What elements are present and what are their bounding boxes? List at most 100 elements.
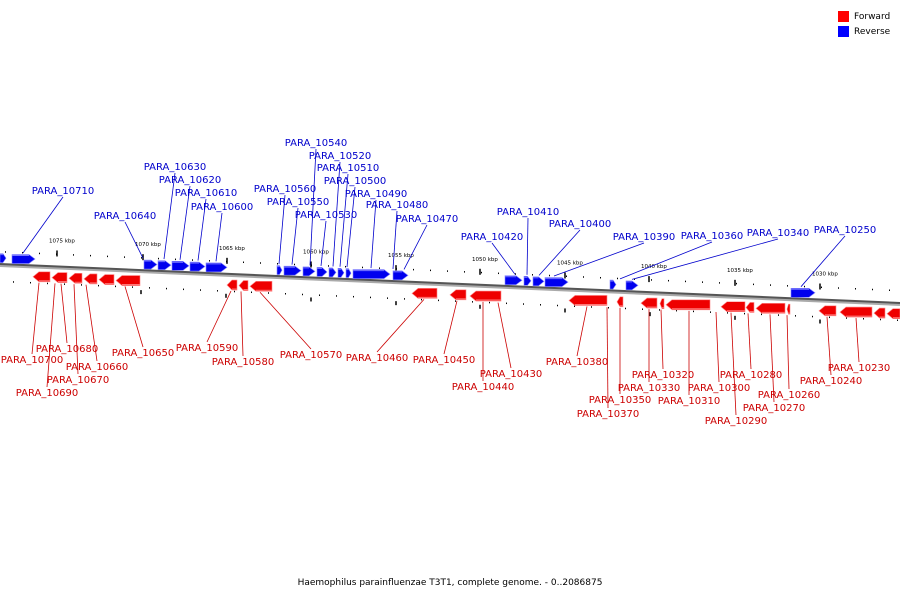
forward-gene-arrow (51, 272, 68, 283)
reverse-gene-arrow (328, 267, 337, 278)
label-leader-line (163, 172, 176, 260)
label-leader-line (31, 282, 40, 355)
minor-tick (217, 290, 218, 292)
minor-tick (889, 289, 890, 291)
scale-label: 1050 kbp (472, 257, 498, 263)
minor-tick (651, 279, 652, 281)
minor-tick (702, 281, 703, 283)
minor-tick (56, 253, 57, 255)
minor-tick (149, 287, 150, 289)
minor-tick (676, 309, 677, 312)
label-leader-line (606, 307, 609, 409)
minor-tick (770, 284, 771, 286)
minor-tick (600, 276, 601, 279)
reverse-gene-arrow (609, 279, 617, 290)
minor-tick (387, 297, 388, 299)
gene-label: PARA_10400 (549, 219, 611, 230)
label-leader-line (332, 161, 341, 267)
legend-forward: Forward (838, 9, 890, 24)
reverse-gene-arrow (532, 276, 545, 287)
label-leader-line (660, 309, 664, 370)
label-leader-line (553, 242, 645, 277)
gene-label: PARA_10300 (688, 383, 750, 394)
minor-tick (761, 313, 762, 316)
minor-tick (481, 271, 482, 274)
minor-tick (141, 257, 142, 259)
label-leader-line (206, 290, 232, 343)
minor-tick (744, 312, 745, 315)
minor-tick (549, 274, 550, 277)
minor-tick (73, 254, 74, 256)
forward-gene-arrow (115, 275, 141, 286)
forward-gene-arrow (886, 308, 900, 319)
gene-label: PARA_10690 (16, 388, 78, 399)
gene-label: PARA_10570 (280, 350, 342, 361)
minor-tick (557, 304, 558, 307)
backbone-shadow (0, 264, 900, 306)
forward-gene-arrow (665, 299, 711, 311)
minor-tick (175, 258, 176, 261)
reverse-gene-arrow (544, 277, 569, 287)
minor-tick (710, 311, 711, 313)
gene-label: PARA_10590 (176, 343, 238, 354)
forward-gene-arrow (873, 307, 886, 319)
label-leader-line (259, 291, 312, 350)
minor-tick (472, 301, 473, 303)
gene-label: PARA_10630 (144, 162, 206, 173)
minor-tick (642, 308, 643, 310)
forward-gene-arrow (238, 280, 249, 291)
forward-gene-arrow (83, 273, 98, 285)
reverse-gene-arrow (523, 276, 532, 286)
gene-label: PARA_10700 (1, 355, 63, 366)
forward-gene-arrow (449, 289, 467, 301)
gene-label: PARA_10620 (159, 175, 221, 186)
label-leader-line (786, 315, 790, 390)
minor-tick (634, 278, 635, 280)
label-leader-line (576, 306, 588, 357)
gene-label: PARA_10290 (705, 416, 767, 427)
gene-label: PARA_10550 (267, 197, 329, 208)
gene-label: PARA_10320 (632, 370, 694, 381)
minor-tick (532, 274, 533, 276)
forward-swatch (838, 11, 849, 22)
label-leader-line (855, 318, 860, 363)
minor-tick (795, 315, 796, 317)
label-leader-line (60, 283, 68, 344)
minor-tick (804, 285, 805, 288)
minor-tick (328, 265, 329, 267)
forward-gene-arrow (568, 295, 608, 306)
minor-tick (183, 288, 184, 291)
gene-label: PARA_10340 (747, 228, 809, 239)
map-caption: Haemophilus parainfluenzae T3T1, complet… (297, 578, 603, 588)
label-leader-line (85, 284, 98, 362)
forward-gene-arrow (640, 297, 658, 309)
forward-gene-arrow (469, 290, 502, 302)
reverse-gene-arrow (189, 261, 206, 272)
minor-tick (5, 251, 6, 253)
minor-tick (311, 264, 312, 266)
reverse-gene-arrow (157, 260, 172, 270)
label-leader-line (526, 217, 529, 275)
label-leader-line (376, 299, 425, 353)
gene-label: PARA_10350 (589, 395, 651, 406)
label-leader-line (346, 186, 356, 268)
minor-tick (863, 318, 864, 320)
minor-tick (812, 315, 813, 318)
scale-label: 1055 kbp (388, 253, 414, 259)
gene-label: PARA_10420 (461, 232, 523, 243)
minor-tick (719, 282, 720, 284)
gene-label: PARA_10230 (828, 363, 890, 374)
label-leader-line (22, 196, 64, 254)
legend-forward-label: Forward (854, 11, 891, 22)
forward-gene-arrow (249, 281, 273, 292)
minor-tick (98, 284, 99, 287)
gene-label: PARA_10650 (112, 348, 174, 359)
label-leader-line (309, 148, 317, 266)
forward-gene-arrow (755, 303, 786, 314)
gene-label: PARA_10680 (36, 344, 98, 355)
minor-tick (64, 283, 65, 285)
gene-label: PARA_10440 (452, 382, 514, 393)
forward-gene-arrow (32, 271, 51, 283)
minor-tick (591, 306, 592, 308)
gene-label: PARA_10500 (324, 176, 386, 187)
